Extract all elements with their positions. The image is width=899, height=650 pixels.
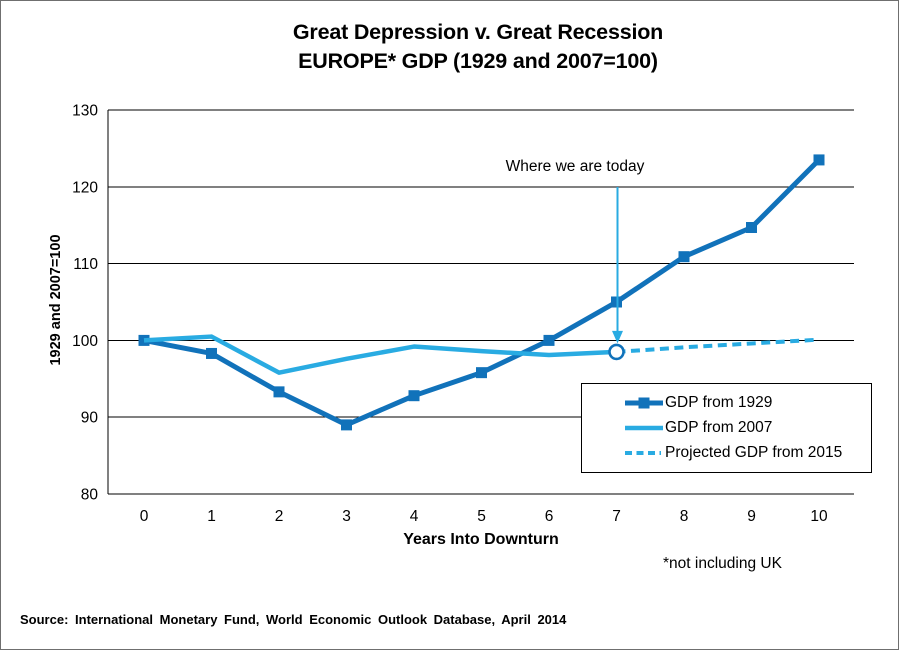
legend-box: GDP from 1929 GDP from 2007 Projected GD… <box>581 383 872 473</box>
y-axis-title: 1929 and 2007=100 <box>48 234 64 366</box>
x-tick-label: 8 <box>680 508 689 525</box>
y-tick-label: 120 <box>72 179 98 196</box>
legend-line-sample-projected-icon <box>625 451 661 456</box>
legend-item-gdp-1929: GDP from 1929 <box>625 394 871 412</box>
x-tick-label: 1 <box>207 508 216 525</box>
chart-title: Great Depression v. Great Recession EURO… <box>105 18 851 76</box>
data-point-marker <box>341 419 352 431</box>
data-point-marker <box>678 251 690 263</box>
data-point-marker <box>543 334 555 346</box>
footnote-not-including-uk: *not including UK <box>663 555 782 572</box>
x-tick-label: 7 <box>612 508 621 525</box>
y-tick-label: 110 <box>73 256 98 273</box>
x-tick-label: 10 <box>810 508 828 525</box>
chart-title-line2: EUROPE* GDP (1929 and 2007=100) <box>298 49 658 73</box>
x-axis-title: Years Into Downturn <box>403 531 559 548</box>
x-tick-label: 5 <box>477 508 486 525</box>
legend-label: Projected GDP from 2015 <box>665 444 843 462</box>
x-tick-label: 2 <box>275 508 284 525</box>
y-tick-label: 100 <box>72 333 98 350</box>
x-tick-label: 4 <box>410 508 419 525</box>
y-tick-label: 80 <box>81 487 99 504</box>
legend-item-gdp-2007: GDP from 2007 <box>625 419 871 437</box>
y-tick-label: 130 <box>72 103 98 120</box>
legend-line-sample-1929-icon <box>625 397 663 409</box>
data-point-marker <box>813 154 825 166</box>
x-tick-label: 0 <box>140 508 149 525</box>
chart-title-line1: Great Depression v. Great Recession <box>292 20 664 44</box>
data-point-marker <box>746 222 757 234</box>
source-credit: Source: International Monetary Fund, Wor… <box>20 612 567 627</box>
y-tick-label: 90 <box>81 410 99 427</box>
series-line-projected-gdp-from-2015 <box>616 337 820 354</box>
series-line-gdp-from-2007 <box>143 334 617 375</box>
legend-label: GDP from 1929 <box>665 393 773 411</box>
data-point-marker <box>408 390 420 402</box>
legend-label: GDP from 2007 <box>665 418 773 436</box>
data-point-marker <box>206 347 217 359</box>
x-tick-label: 9 <box>747 508 756 525</box>
x-tick-label: 6 <box>545 508 554 525</box>
data-point-marker <box>273 386 285 398</box>
legend-item-projected-2015: Projected GDP from 2015 <box>625 444 871 462</box>
data-point-marker <box>476 367 487 379</box>
today-open-circle-marker <box>608 343 625 361</box>
legend-line-sample-2007-icon <box>625 425 663 431</box>
annotation-where-we-are-today: Where we are today <box>505 158 645 175</box>
annotation-arrow-head-icon <box>612 330 623 344</box>
x-tick-label: 3 <box>342 508 351 525</box>
